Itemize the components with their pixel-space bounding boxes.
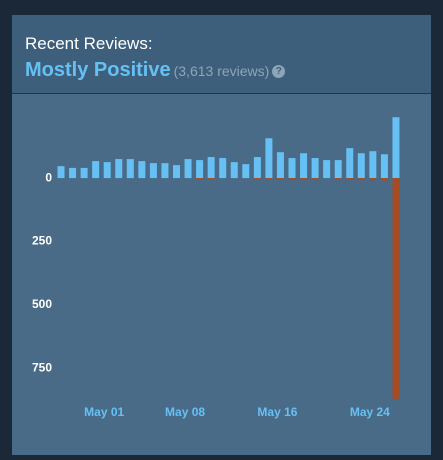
- review-panel: Recent Reviews: Mostly Positive (3,613 re…: [12, 15, 431, 455]
- y-tick-label: 0: [45, 170, 52, 184]
- bar: [149, 163, 157, 179]
- x-tick-label: May 16: [257, 405, 297, 419]
- bar: [357, 153, 365, 179]
- bar: [300, 178, 308, 181]
- y-tick-label: 250: [32, 234, 52, 248]
- bar: [380, 154, 388, 179]
- bar: [392, 178, 400, 399]
- review-count: (3,613 reviews): [173, 63, 270, 79]
- bar: [207, 157, 215, 179]
- header-title: Recent Reviews:: [25, 34, 153, 53]
- bar: [80, 167, 88, 179]
- bar: [219, 158, 227, 179]
- bar: [300, 153, 308, 179]
- y-tick-label: 750: [32, 360, 52, 374]
- bar: [230, 162, 238, 179]
- bar: [346, 178, 354, 180]
- bar: [311, 158, 319, 179]
- bar: [311, 178, 319, 180]
- bar: [253, 178, 261, 180]
- bar: [334, 160, 342, 179]
- bar: [57, 166, 65, 179]
- bar: [265, 178, 273, 180]
- bar: [115, 159, 123, 179]
- bar: [392, 117, 400, 179]
- bar: [276, 178, 284, 180]
- bar: [69, 167, 77, 179]
- bar: [346, 148, 354, 179]
- bar: [242, 164, 250, 179]
- help-icon[interactable]: ?: [272, 65, 286, 78]
- bar: [369, 151, 377, 179]
- x-tick-label: May 24: [350, 405, 390, 419]
- review-header: Recent Reviews: Mostly Positive (3,613 re…: [12, 15, 431, 94]
- summary-line: Mostly Positive (3,613 reviews)?: [25, 59, 286, 82]
- bar: [196, 160, 204, 179]
- bar: [173, 165, 180, 179]
- bar: [265, 138, 273, 179]
- bar: [323, 160, 331, 179]
- bar: [369, 178, 377, 181]
- bar: [276, 152, 284, 179]
- bar: [103, 162, 111, 179]
- review-summary[interactable]: Mostly Positive: [25, 59, 171, 81]
- bar: [288, 158, 296, 179]
- bar: [380, 178, 388, 181]
- bar: [126, 159, 134, 179]
- bar: [161, 163, 169, 179]
- bar: [288, 178, 296, 181]
- y-tick-label: 500: [32, 297, 52, 311]
- bar: [253, 157, 261, 179]
- bar: [184, 159, 192, 179]
- bar: [207, 178, 215, 180]
- bar: [196, 178, 204, 180]
- x-tick-label: May 01: [84, 405, 124, 419]
- bar: [334, 178, 342, 180]
- bar: [138, 161, 146, 179]
- bar: [357, 178, 365, 181]
- x-tick-label: May 08: [165, 405, 205, 419]
- bar: [92, 161, 100, 179]
